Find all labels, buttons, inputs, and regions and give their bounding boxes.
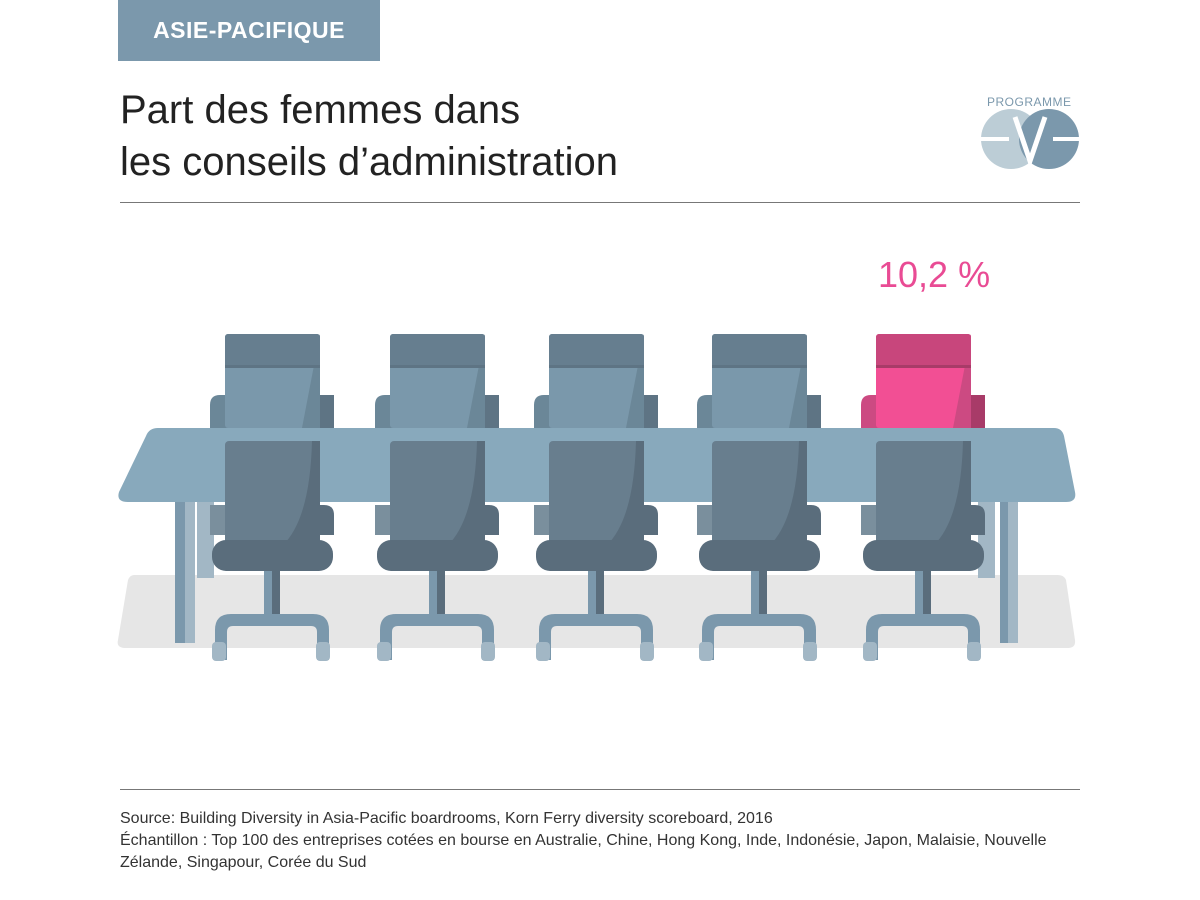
front-chair <box>861 441 985 661</box>
region-tag: ASIE-PACIFIQUE <box>118 0 380 61</box>
front-chair <box>210 441 334 661</box>
front-chairs <box>210 441 985 661</box>
board-chair <box>697 334 821 428</box>
board-chair <box>375 334 499 428</box>
logo-text: PROGRAMME <box>987 95 1072 109</box>
sample-note: Échantillon : Top 100 des entreprises co… <box>120 832 1047 871</box>
highlight-percentage: 10,2 % <box>878 254 991 295</box>
header-divider <box>120 202 1080 203</box>
front-chair <box>534 441 658 661</box>
back-chairs <box>210 334 985 428</box>
highlighted-chair <box>861 334 985 428</box>
page-title: Part des femmes dans les conseils d’admi… <box>120 84 618 188</box>
footer-notes: Source: Building Diversity in Asia-Pacif… <box>120 808 1080 874</box>
footer-divider <box>120 789 1080 790</box>
title-line-1: Part des femmes dans <box>120 88 521 132</box>
board-chair <box>534 334 658 428</box>
board-chair <box>210 334 334 428</box>
front-chair <box>375 441 499 661</box>
front-chair <box>697 441 821 661</box>
source-note: Source: Building Diversity in Asia-Pacif… <box>120 810 773 827</box>
eve-logo-icon <box>979 109 1083 169</box>
programme-eve-logo: PROGRAMME <box>975 95 1085 175</box>
title-line-2: les conseils d’administration <box>120 140 619 184</box>
